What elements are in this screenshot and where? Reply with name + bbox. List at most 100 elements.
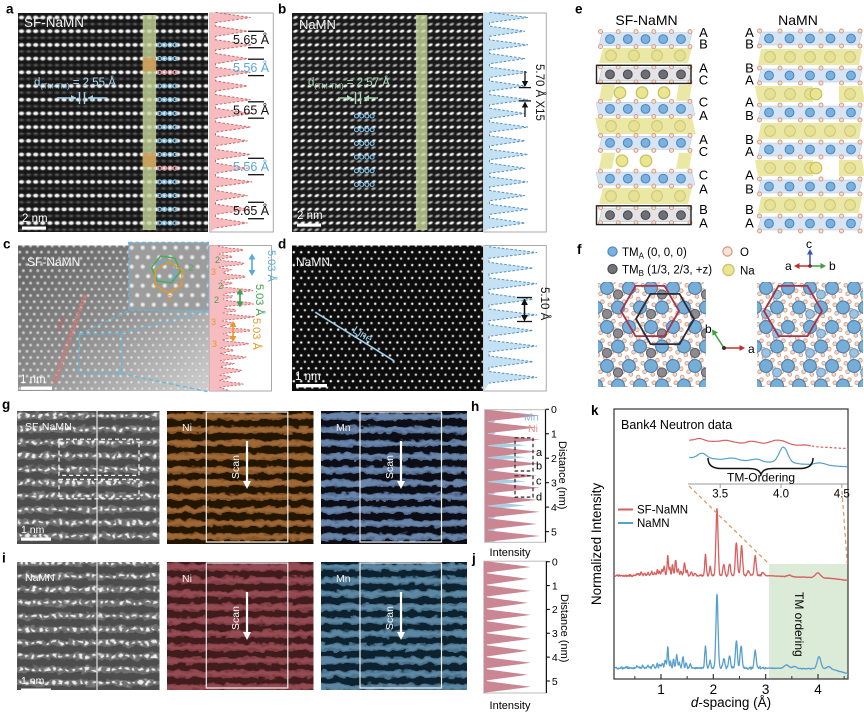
svg-text:2: 2 [189, 263, 194, 273]
svg-text:0: 0 [552, 557, 558, 569]
svg-text:SF-NaMN: SF-NaMN [615, 12, 677, 28]
svg-text:j: j [471, 551, 476, 566]
svg-text:A: A [745, 73, 754, 88]
svg-text:b: b [278, 2, 286, 17]
svg-text:A: A [699, 181, 708, 196]
svg-text:k: k [591, 403, 599, 418]
svg-text:b: b [536, 461, 542, 473]
svg-text:5: 5 [551, 526, 557, 538]
svg-text:3: 3 [167, 294, 172, 304]
svg-text:5.56 Å: 5.56 Å [233, 60, 270, 75]
svg-text:Mn: Mn [524, 412, 539, 424]
svg-text:1 nm: 1 nm [21, 524, 45, 536]
svg-text:Distance (nm): Distance (nm) [558, 594, 570, 662]
svg-text:5.65 Å: 5.65 Å [233, 203, 270, 218]
svg-text:C: C [699, 73, 708, 88]
svg-text:2: 2 [551, 453, 557, 465]
svg-text:b: b [705, 322, 712, 336]
svg-text:Mn: Mn [336, 422, 351, 434]
svg-text:Ni: Ni [528, 423, 538, 435]
svg-text:A: A [745, 168, 754, 183]
svg-text:A: A [745, 95, 754, 110]
svg-text:f: f [577, 242, 582, 257]
svg-text:3: 3 [552, 628, 558, 640]
svg-text:1: 1 [657, 682, 665, 697]
svg-text:c: c [3, 237, 11, 252]
svg-text:TMB (1/3, 2/3, +z): TMB (1/3, 2/3, +z) [622, 265, 712, 279]
svg-text:4.0: 4.0 [773, 489, 789, 501]
svg-text:d: d [278, 237, 286, 252]
svg-text:NaMN: NaMN [778, 12, 818, 28]
svg-text:a: a [785, 259, 792, 273]
svg-text:3: 3 [211, 317, 216, 327]
svg-text:O: O [740, 247, 749, 259]
svg-text:1: 1 [551, 429, 557, 441]
svg-text:Scan: Scan [384, 606, 396, 630]
svg-text:B: B [745, 202, 754, 217]
svg-text:3.5: 3.5 [712, 489, 728, 501]
svg-text:c: c [536, 476, 542, 488]
svg-text:5.56 Å: 5.56 Å [233, 159, 270, 174]
svg-text:3: 3 [762, 682, 770, 697]
svg-text:4: 4 [551, 502, 557, 514]
svg-text:C: C [699, 144, 708, 159]
svg-text:g: g [2, 397, 10, 412]
svg-text:Scan: Scan [230, 455, 242, 479]
svg-text:3: 3 [551, 477, 557, 489]
svg-text:1 nm: 1 nm [21, 675, 45, 687]
svg-text:Scan: Scan [384, 455, 396, 479]
svg-text:A: A [745, 144, 754, 159]
svg-text:B: B [745, 37, 754, 52]
svg-text:a: a [536, 447, 543, 459]
svg-text:5: 5 [552, 676, 558, 688]
svg-text:0: 0 [551, 404, 557, 416]
svg-text:3: 3 [212, 339, 217, 349]
svg-text:TM-Ordering: TM-Ordering [727, 471, 795, 485]
svg-text:5.03 Å: 5.03 Å [250, 318, 263, 350]
svg-text:2: 2 [215, 255, 220, 265]
svg-text:NaMN: NaMN [637, 518, 670, 530]
svg-text:a: a [6, 2, 14, 17]
svg-text:2: 2 [710, 682, 718, 697]
svg-text:NaMN: NaMN [296, 255, 330, 269]
svg-text:1 nm: 1 nm [295, 371, 321, 383]
svg-text:SF-NaMN: SF-NaMN [27, 255, 80, 269]
svg-text:2: 2 [218, 281, 223, 291]
svg-text:B: B [745, 108, 754, 123]
svg-text:A: A [699, 108, 708, 123]
svg-text:Distance (nm): Distance (nm) [556, 441, 568, 509]
svg-text:Normalized Intensity: Normalized Intensity [589, 483, 604, 606]
svg-text:e: e [575, 2, 583, 17]
svg-text:A: A [699, 25, 708, 40]
svg-text:Bank4 Neutron data: Bank4 Neutron data [621, 418, 732, 432]
svg-text:A: A [745, 215, 754, 230]
svg-text:i: i [2, 551, 6, 566]
svg-text:NaMN: NaMN [25, 572, 55, 584]
svg-text:B: B [745, 132, 754, 147]
svg-text:2 nm: 2 nm [297, 210, 323, 222]
svg-text:B: B [745, 61, 754, 76]
svg-text:2: 2 [214, 295, 219, 305]
svg-text:c: c [806, 237, 812, 251]
svg-text:A: A [699, 61, 708, 76]
svg-text:4: 4 [552, 652, 558, 664]
svg-text:d: d [536, 492, 542, 504]
svg-text:3: 3 [211, 267, 216, 277]
svg-text:B: B [699, 202, 708, 217]
svg-text:SF-NaMN: SF-NaMN [24, 15, 84, 30]
svg-text:C: C [699, 95, 708, 110]
svg-text:SF-NaMN: SF-NaMN [25, 421, 72, 433]
svg-text:B: B [745, 181, 754, 196]
svg-text:1: 1 [552, 580, 558, 592]
svg-text:C: C [699, 168, 708, 183]
svg-text:Intensity: Intensity [490, 547, 531, 559]
svg-text:A: A [745, 25, 754, 40]
svg-text:A: A [699, 215, 708, 230]
svg-text:b: b [829, 259, 836, 273]
svg-text:5.65 Å: 5.65 Å [233, 32, 270, 47]
svg-text:d-spacing (Å): d-spacing (Å) [691, 695, 771, 710]
svg-text:Na: Na [740, 266, 755, 278]
svg-text:Ni: Ni [182, 573, 192, 585]
svg-text:a: a [748, 342, 755, 356]
svg-text:2: 2 [552, 604, 558, 616]
